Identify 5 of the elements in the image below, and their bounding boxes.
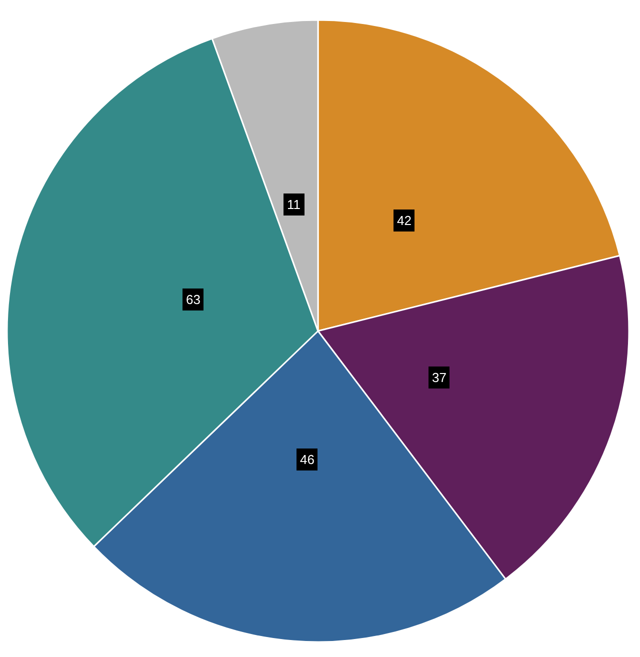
data-label: 37 — [432, 370, 446, 385]
data-label: 42 — [397, 213, 412, 228]
data-label: 63 — [186, 292, 200, 307]
data-label: 46 — [300, 452, 314, 467]
data-label: 11 — [287, 197, 300, 212]
